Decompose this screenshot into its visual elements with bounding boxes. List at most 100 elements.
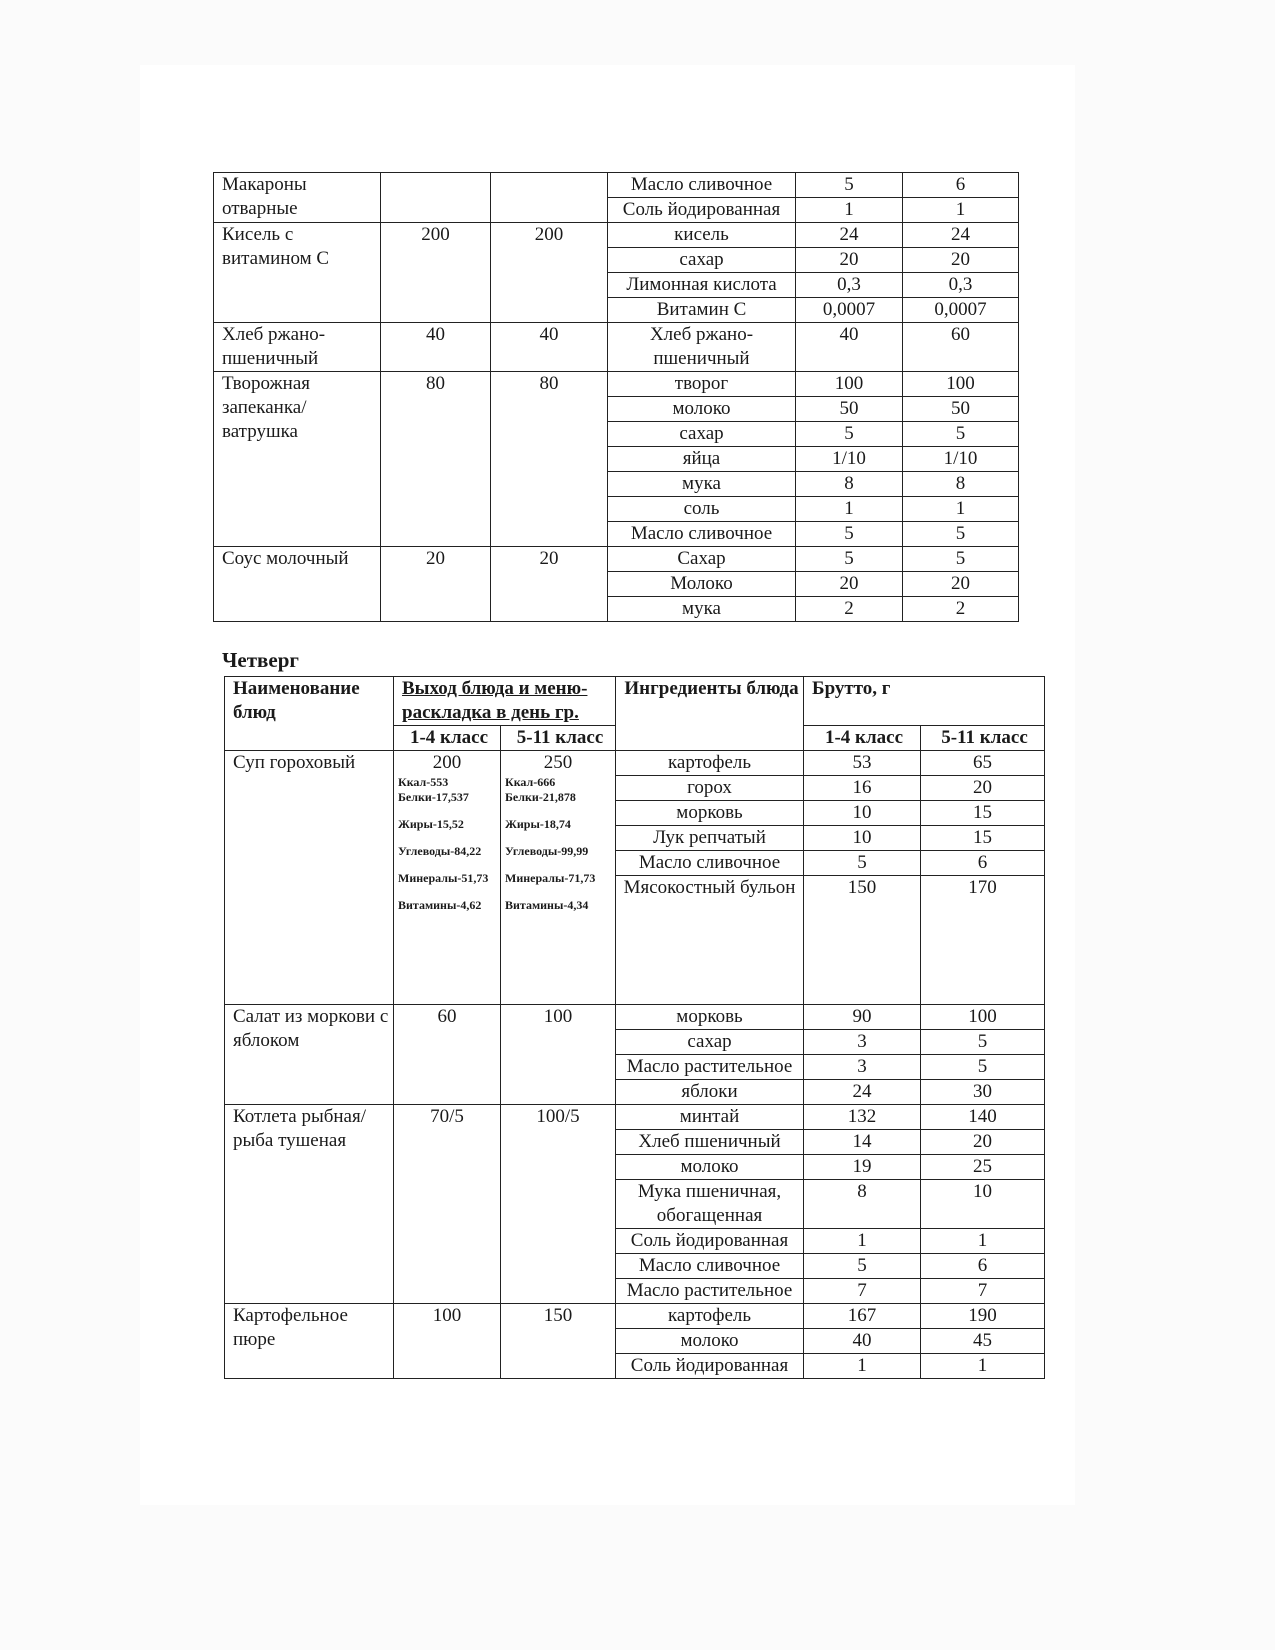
dish-output-5-11: [490, 172, 608, 223]
dish-output-1-4: [380, 172, 491, 223]
table-row: морковь 10 15: [225, 800, 1046, 826]
ingredient-name: минтай: [615, 1104, 805, 1130]
brutto-1-4: 5: [803, 850, 922, 876]
output-value: 100: [543, 1006, 573, 1027]
brutto-5-11: 7: [920, 1278, 1046, 1304]
brutto-5-11: 15: [920, 800, 1046, 826]
ingredient-name: Хлеб пшеничный: [615, 1129, 805, 1155]
brutto-5-11: 15: [920, 825, 1046, 851]
dish-output-5-11: 250 Ккал-666 Белки-21,878 Жиры-18,74 Углево…: [499, 750, 617, 1005]
output-value: 100/5: [536, 1106, 580, 1127]
brutto-5-11: 5: [920, 1054, 1046, 1080]
nutrition-item: Ккал-553 Белки-17,537: [398, 775, 469, 804]
brutto-5-11: 5: [902, 546, 1019, 572]
brutto-5-11: 1: [920, 1228, 1046, 1254]
brutto-1-4: 1: [803, 1353, 922, 1379]
output-value: 200: [421, 224, 450, 245]
output-value: 80: [426, 373, 445, 394]
brutto-1-4: 24: [795, 222, 903, 248]
brutto-1-4: 5: [795, 172, 903, 198]
day-heading: Четверг: [222, 648, 299, 672]
table-row: сахар 3 5: [225, 1029, 1046, 1055]
brutto-1-4: 2: [795, 596, 903, 622]
table-row: мука 2 2: [214, 596, 1019, 622]
brutto-5-11: 100: [902, 371, 1019, 397]
dish-name: Котлета рыбная/рыба тушеная: [224, 1104, 394, 1304]
dish-output-1-4: 80: [380, 371, 491, 547]
table-row: соль 1 1: [214, 496, 1019, 522]
ingredient-name: горох: [615, 775, 805, 801]
brutto-1-4: 40: [795, 322, 903, 372]
header-brutto-grade-5-11: 5-11 класс: [920, 725, 1046, 751]
ingredient-name: Масло растительное: [615, 1278, 805, 1304]
brutto-5-11: 20: [920, 1129, 1046, 1155]
brutto-5-11: 5: [902, 421, 1019, 447]
table-row: Масло сливочное 5 6: [225, 1253, 1046, 1279]
brutto-1-4: 1: [795, 197, 903, 223]
dish-output-5-11: 150: [499, 1303, 617, 1379]
brutto-1-4: 3: [803, 1029, 922, 1055]
dish-output-5-11: 100/5: [499, 1104, 617, 1304]
ingredient-name: картофель: [615, 750, 805, 776]
nutrition-info: Ккал-666 Белки-21,878 Жиры-18,74 Углеводы-…: [505, 775, 611, 913]
dish-name: Суп гороховый: [224, 750, 394, 1005]
brutto-5-11: 20: [902, 571, 1019, 597]
ingredient-name: Масло сливочное: [615, 850, 805, 876]
ingredient-name: яйца: [607, 446, 796, 472]
header-grade-1-4: 1-4 класс: [393, 725, 501, 751]
ingredient-name: морковь: [615, 1004, 805, 1030]
dish-output-1-4: 40: [380, 322, 491, 372]
header-ingredients: Ингредиенты блюда: [615, 676, 805, 751]
table-row: Соль йодированная 1 1: [225, 1353, 1046, 1379]
brutto-1-4: 150: [803, 875, 922, 1005]
table-row: молоко 50 50: [214, 396, 1019, 422]
brutto-5-11: 24: [902, 222, 1019, 248]
brutto-1-4: 10: [803, 825, 922, 851]
ingredient-name: творог: [607, 371, 796, 397]
output-value: 60: [437, 1006, 457, 1027]
output-value: 100: [432, 1305, 462, 1326]
dish-name: Творожная запеканка/ ватрушка: [213, 371, 381, 547]
ingredient-name: Соль йодированная: [607, 197, 796, 223]
ingredient-name: Витамин С: [607, 297, 796, 323]
output-value: 200: [534, 224, 564, 245]
output-value: 70/5: [430, 1106, 464, 1127]
dish-output-5-11: 100: [499, 1004, 617, 1105]
table-row: Кисель с витамином С 200 200 кисель 24 24: [213, 222, 1019, 323]
nutrition-info: Ккал-553 Белки-17,537 Жиры-15,52 Углеводы-…: [398, 775, 496, 913]
brutto-5-11: 60: [902, 322, 1019, 372]
output-value: 80: [539, 373, 559, 394]
table-row: Хлеб ржано-пшеничный 40 40 Хлеб ржано-пшени…: [213, 322, 1019, 372]
table-row: Молоко 20 20: [214, 571, 1019, 597]
brutto-1-4: 100: [795, 371, 903, 397]
brutto-5-11: 0,3: [902, 272, 1019, 298]
dish-name: Картофельное пюре: [224, 1303, 394, 1379]
table-row: Соль йодированная 1 1: [214, 197, 1019, 223]
nutrition-item: Жиры-15,52: [398, 817, 464, 831]
dish-output-1-4: 100: [393, 1303, 501, 1379]
dish-output-1-4: 20: [380, 546, 491, 622]
brutto-1-4: 20: [795, 571, 903, 597]
brutto-1-4: 8: [803, 1179, 922, 1229]
dish-output-1-4: 60: [393, 1004, 501, 1105]
brutto-5-11: 25: [920, 1154, 1046, 1180]
menu-table-continued: Макароны отварные Масло сливочное 5 6 Соль й…: [213, 172, 1019, 622]
table-row: Котлета рыбная/рыба тушеная 70/5 100/5 минт…: [224, 1104, 1046, 1304]
dish-output-5-11: 80: [490, 371, 608, 547]
output-value: 20: [539, 548, 559, 569]
nutrition-item: Жиры-18,74: [505, 817, 571, 831]
brutto-5-11: 20: [920, 775, 1046, 801]
table-row: молоко 19 25: [225, 1154, 1046, 1180]
brutto-1-4: 167: [803, 1303, 922, 1329]
brutto-5-11: 0,0007: [902, 297, 1019, 323]
brutto-1-4: 1: [803, 1228, 922, 1254]
brutto-1-4: 1: [795, 496, 903, 522]
nutrition-item: Минералы-51,73: [398, 871, 489, 885]
ingredient-name: морковь: [615, 800, 805, 826]
brutto-5-11: 65: [920, 750, 1046, 776]
brutto-1-4: 14: [803, 1129, 922, 1155]
brutto-5-11: 1: [902, 496, 1019, 522]
ingredient-name: Масло сливочное: [607, 521, 796, 547]
brutto-5-11: 5: [920, 1029, 1046, 1055]
